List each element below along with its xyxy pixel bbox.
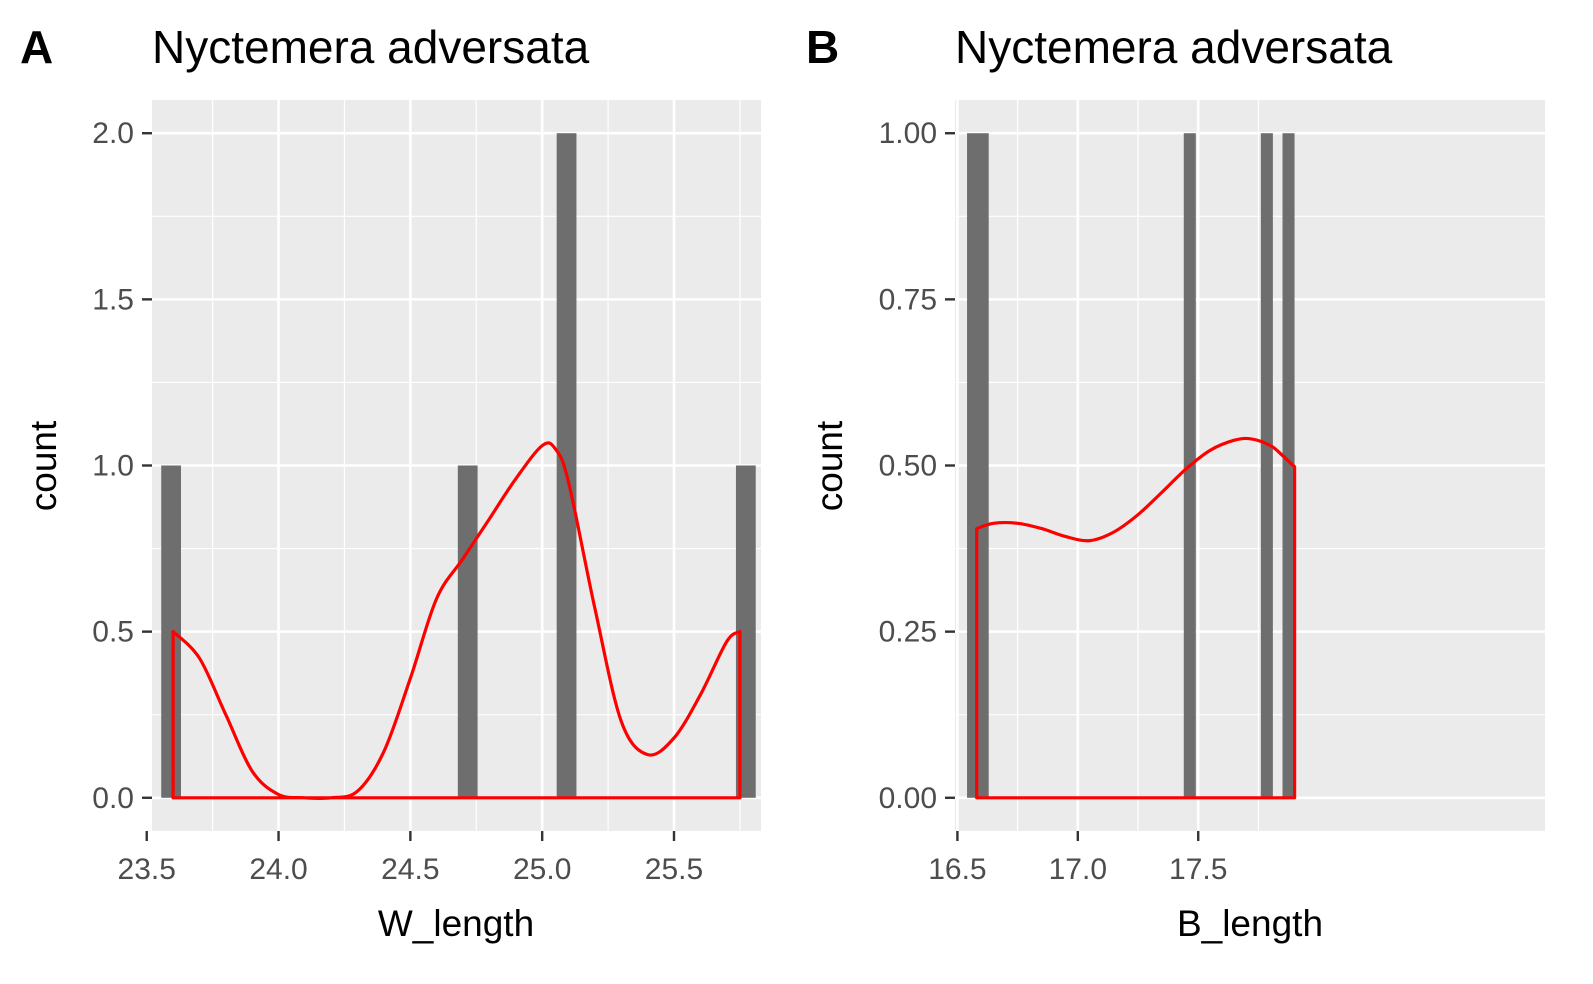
x-tick-label: 23.5 bbox=[118, 853, 176, 886]
panel-b-title: Nyctemera adversata bbox=[955, 21, 1393, 73]
x-tick-label: 16.5 bbox=[928, 853, 986, 886]
y-tick-label: 1.0 bbox=[92, 450, 134, 483]
panel-b-x-axis-title: B_length bbox=[1177, 903, 1323, 944]
panel-a-y-axis-title: count bbox=[23, 420, 64, 511]
histogram-bar bbox=[457, 465, 478, 798]
panel-a-density-curve bbox=[171, 441, 742, 801]
x-tick-label: 24.5 bbox=[381, 853, 439, 886]
panel-a-tag: A bbox=[20, 21, 53, 73]
histogram-bar bbox=[556, 133, 577, 798]
panel-b-y-axis-title: count bbox=[809, 420, 850, 511]
x-tick-label: 17.0 bbox=[1049, 853, 1107, 886]
panel-b: B Nyctemera adversata 0.00 0.25 0.50 0.75 1.… bbox=[806, 21, 1545, 944]
panel-a-x-axis-title: W_length bbox=[378, 903, 534, 944]
panel-b-x-ticks: 16.5 17.0 17.5 bbox=[928, 831, 1227, 886]
panel-a-y-ticks: 0.0 0.5 1.0 1.5 2.0 bbox=[92, 117, 152, 815]
histogram-bar bbox=[1260, 133, 1273, 798]
x-tick-label: 25.0 bbox=[513, 853, 571, 886]
y-tick-label: 1.00 bbox=[879, 117, 937, 150]
y-tick-label: 1.5 bbox=[92, 283, 134, 316]
histogram-bar bbox=[1282, 133, 1295, 798]
x-tick-label: 24.0 bbox=[249, 853, 307, 886]
x-tick-label: 17.5 bbox=[1169, 853, 1227, 886]
panel-b-y-ticks: 0.00 0.25 0.50 0.75 1.00 bbox=[879, 117, 955, 815]
panel-a: A Nyctemera adversata 0.0 0.5 1.0 1.5 2.0 23… bbox=[20, 21, 761, 944]
histogram-bar bbox=[967, 133, 989, 798]
y-tick-label: 0.50 bbox=[879, 450, 937, 483]
panel-a-x-ticks: 23.5 24.0 24.5 25.0 25.5 bbox=[118, 831, 703, 886]
y-tick-label: 0.00 bbox=[879, 782, 937, 815]
x-tick-label: 25.5 bbox=[645, 853, 703, 886]
y-tick-label: 0.5 bbox=[92, 616, 134, 649]
y-tick-label: 0.0 bbox=[92, 782, 134, 815]
histogram-bar bbox=[161, 465, 181, 798]
panel-b-gridlines bbox=[955, 100, 1545, 831]
panel-a-title: Nyctemera adversata bbox=[152, 21, 590, 73]
panel-b-tag: B bbox=[806, 21, 839, 73]
y-tick-label: 2.0 bbox=[92, 117, 134, 150]
panel-b-density-curve bbox=[975, 436, 1297, 800]
y-tick-label: 0.75 bbox=[879, 283, 937, 316]
panel-a-bars bbox=[161, 133, 756, 798]
y-tick-label: 0.25 bbox=[879, 616, 937, 649]
